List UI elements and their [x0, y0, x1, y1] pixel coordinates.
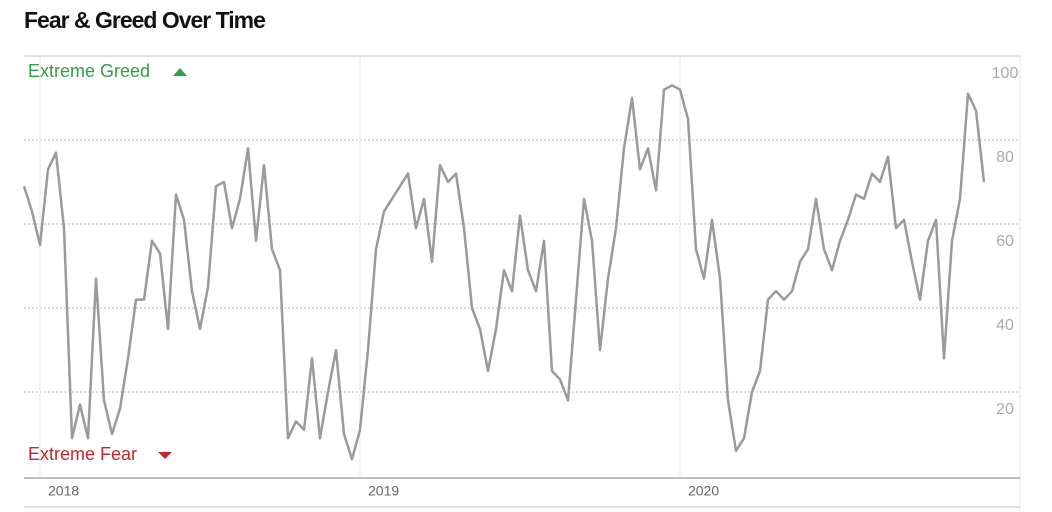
x-tick-label: 2019: [368, 483, 399, 499]
y-tick-label: 20: [996, 401, 1014, 418]
grid: 20 40 60 80 100 2018 2019 2020: [24, 55, 1020, 499]
y-tick-label: 40: [996, 317, 1014, 334]
marks: [22, 84, 986, 461]
line-series: [22, 84, 986, 461]
y-tick-label: 100: [992, 65, 1019, 82]
x-tick-label: 2020: [688, 483, 719, 499]
extreme-fear-label: Extreme Fear: [28, 444, 137, 464]
extreme-greed-label: Extreme Greed: [28, 61, 150, 81]
x-tick-label: 2018: [48, 483, 79, 499]
up-triangle: [173, 68, 187, 76]
down-triangle: [158, 452, 172, 459]
y-tick-label: 60: [996, 233, 1014, 250]
chart-title: Fear & Greed Over Time: [24, 7, 265, 33]
y-tick-label: 80: [996, 149, 1014, 166]
